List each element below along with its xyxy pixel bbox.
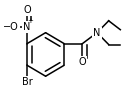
Text: N: N bbox=[23, 22, 31, 32]
Text: Br: Br bbox=[22, 77, 32, 87]
Text: O: O bbox=[79, 57, 86, 67]
Text: N: N bbox=[93, 28, 101, 38]
Text: −O: −O bbox=[3, 22, 19, 32]
Text: +: + bbox=[28, 18, 34, 24]
Text: O: O bbox=[23, 5, 31, 15]
